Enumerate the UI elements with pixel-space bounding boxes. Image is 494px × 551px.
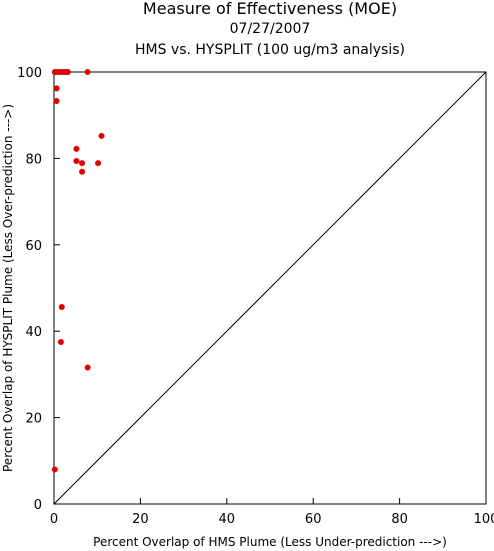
chart-title: Measure of Effectiveness (MOE) — [143, 0, 397, 18]
data-point — [84, 364, 91, 371]
x-tick-label: 60 — [305, 512, 322, 527]
data-point — [95, 160, 102, 167]
y-axis-label: Percent Overlap of HYSPLIT Plume (Less O… — [1, 104, 15, 472]
x-axis-label: Percent Overlap of HMS Plume (Less Under… — [93, 535, 447, 549]
data-point — [84, 69, 91, 75]
y-tick-label: 0 — [34, 498, 42, 513]
data-point — [73, 145, 80, 152]
y-axis-ticks: 0 20 40 60 80 100 — [17, 66, 60, 513]
x-tick-label: 40 — [219, 512, 236, 527]
y-tick-label: 100 — [17, 66, 42, 81]
plot-frame — [53, 71, 487, 505]
data-point — [51, 466, 58, 473]
data-point — [53, 97, 60, 104]
x-axis-ticks: 0 20 40 60 80 100 — [50, 498, 494, 527]
data-point — [58, 304, 65, 311]
chart-subtitle-analysis: HMS vs. HYSPLIT (100 ug/m3 analysis) — [135, 42, 405, 58]
data-point — [53, 85, 60, 92]
data-point — [79, 160, 86, 167]
data-point — [64, 69, 71, 75]
data-point — [98, 132, 105, 139]
y-tick-label: 80 — [25, 152, 42, 167]
y-tick-label: 20 — [25, 412, 42, 427]
data-point — [73, 157, 80, 164]
x-tick-label: 100 — [474, 512, 494, 527]
x-tick-label: 80 — [391, 512, 408, 527]
data-points — [51, 69, 105, 473]
data-point — [57, 339, 64, 345]
data-point — [79, 168, 86, 175]
reference-diagonal-line — [53, 71, 487, 505]
y-tick-label: 40 — [25, 325, 42, 340]
x-tick-label: 0 — [50, 512, 58, 527]
chart-subtitle-date: 07/27/2007 — [230, 21, 311, 37]
y-tick-label: 60 — [25, 239, 42, 254]
x-tick-label: 20 — [132, 512, 149, 527]
